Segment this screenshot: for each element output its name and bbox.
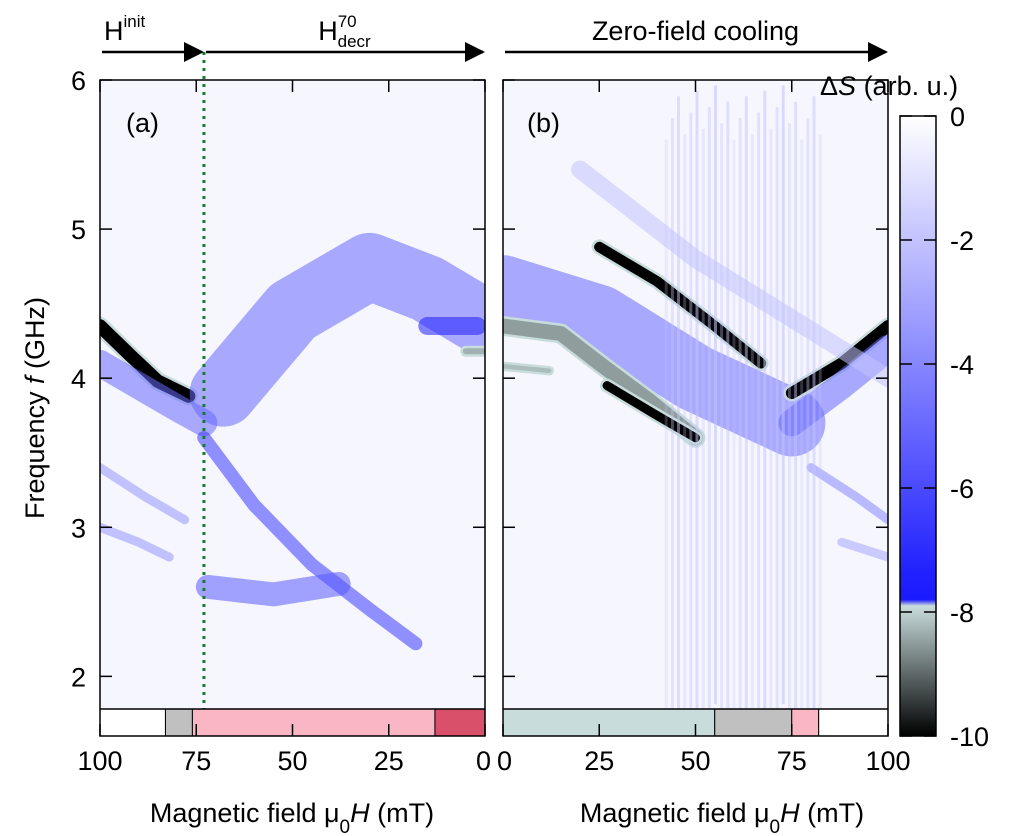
- x-tick-label: 50: [680, 746, 710, 776]
- heatmap-streak: [714, 85, 717, 705]
- colorbar-tick-label: 0: [950, 102, 965, 132]
- panel-b: 0 25 50 75 100 (b) Magnetic field μ0H (mT) Z…: [497, 16, 911, 836]
- state-bar-segment: [791, 708, 820, 737]
- heatmap-ridge: [503, 255, 826, 457]
- y-tick-label: 3: [71, 513, 86, 543]
- colorbar-tick-label: -6: [950, 474, 974, 504]
- colorbar-title: ΔS (arb. u.): [820, 71, 958, 101]
- colorbar-tick-label: -8: [950, 598, 974, 628]
- state-bar-segment: [191, 708, 436, 737]
- heatmap-ridge: [189, 232, 485, 427]
- state-bar-segment: [99, 708, 166, 737]
- heatmap-ridge: [785, 320, 888, 400]
- heatmap-streak: [812, 96, 816, 716]
- y-tick-label: 2: [71, 662, 86, 692]
- state-bar-segment: [434, 708, 486, 737]
- heatmap-streak: [781, 85, 785, 705]
- y-tick-labels-a: 2 3 4 5 6: [71, 66, 86, 692]
- x-tick-label: 0: [476, 746, 491, 776]
- heatmap-ridge: [100, 522, 174, 562]
- y-tick-label: 5: [71, 215, 86, 245]
- heatmap-streak: [794, 101, 798, 721]
- ticks-a: [99, 79, 486, 736]
- x-tick-label: 100: [77, 746, 122, 776]
- regime-label: Hinit: [104, 12, 146, 46]
- heatmap-streak: [726, 101, 730, 721]
- heatmap-ridge: [837, 537, 888, 562]
- heatmap-streak: [763, 90, 767, 710]
- heatmap-streak: [670, 118, 674, 736]
- state-bar-segment: [164, 708, 193, 737]
- x-tick-label: 25: [584, 746, 614, 776]
- x-tick-label: 25: [374, 746, 404, 776]
- heatmap-ridge: [100, 349, 218, 437]
- colorbar-ticks: 0 -2 -4 -6 -8 -10: [900, 102, 989, 752]
- x-tick-label: 50: [277, 746, 307, 776]
- state-bar-segment: [502, 708, 716, 737]
- heatmap-streak: [689, 112, 693, 732]
- colorbar-tick-label: -10: [950, 722, 989, 752]
- heatmap-streak: [744, 96, 748, 716]
- y-tick-label: 6: [71, 66, 86, 96]
- heatmap-streak: [800, 139, 804, 736]
- heatmap-ridge: [503, 364, 552, 373]
- heatmap-ridge: [197, 431, 423, 651]
- regime-labels-b: Zero-field cooling: [505, 16, 888, 62]
- heatmap-streak: [750, 134, 754, 736]
- heatmap-streak: [677, 96, 680, 716]
- heatmap-a: [100, 80, 485, 736]
- panel-a: 100 75 50 25 0 2 3 4 5 6 (a) Magnetic field μ0H …: [20, 12, 491, 836]
- x-axis-title-b: Magnetic field μ0H (mT): [580, 798, 864, 836]
- state-bar-segment: [714, 708, 793, 737]
- heatmap-ridge: [195, 571, 351, 607]
- heatmap-streak: [683, 134, 687, 736]
- heatmap-ridge: [100, 463, 190, 525]
- x-axis-title-a: Magnetic field μ0H (mT): [150, 798, 434, 836]
- heatmap-streak: [806, 118, 810, 736]
- heatmap-ridge: [602, 381, 700, 443]
- heatmap-streak: [720, 123, 724, 736]
- ticks-b: [502, 79, 889, 736]
- y-axis-title: Frequency f (GHz): [20, 297, 50, 519]
- state-bar-b: [502, 708, 889, 737]
- heatmap-streak: [664, 139, 668, 736]
- colorbar-gradient: [899, 115, 937, 737]
- heatmap-streak: [701, 128, 705, 736]
- heatmap-streak: [787, 123, 791, 736]
- state-bar-segment: [818, 708, 889, 737]
- regime-labels-a: Hinit H70 decr: [102, 12, 485, 62]
- x-tick-labels-a: 100 75 50 25 0: [77, 746, 491, 776]
- colorbar: 0 -2 -4 -6 -8 -10 ΔS (arb. u.): [820, 71, 989, 752]
- x-tick-labels-b: 0 25 50 75 100: [497, 746, 911, 776]
- regime-label: H70 decr: [318, 12, 371, 51]
- heatmap-streak: [707, 107, 711, 726]
- x-tick-label: 75: [181, 746, 211, 776]
- regime-label: Zero-field cooling: [592, 16, 799, 46]
- state-bar-a: [99, 708, 486, 737]
- heatmap-streak: [732, 139, 736, 736]
- colorbar-tick-label: -4: [950, 350, 974, 380]
- heatmap-streak: [757, 112, 761, 732]
- panel-label-a: (a): [126, 108, 159, 138]
- colorbar-tick-label: -2: [950, 226, 974, 256]
- heatmap-streak: [818, 134, 822, 736]
- y-tick-label: 4: [71, 364, 86, 394]
- heatmap-streak: [738, 118, 742, 736]
- heatmap-streak: [775, 107, 779, 726]
- heatmap-ridge: [100, 319, 196, 403]
- heatmap-streak: [695, 90, 699, 710]
- x-tick-label: 75: [777, 746, 807, 776]
- heatmap-b: [503, 80, 888, 736]
- x-tick-label: 100: [865, 746, 910, 776]
- heatmap-ridge: [594, 241, 767, 369]
- panel-label-b: (b): [527, 108, 560, 138]
- x-tick-label: 0: [497, 746, 512, 776]
- heatmap-streak: [769, 128, 773, 736]
- heatmap-ridge: [806, 463, 888, 525]
- heatmap-ridge: [571, 160, 888, 388]
